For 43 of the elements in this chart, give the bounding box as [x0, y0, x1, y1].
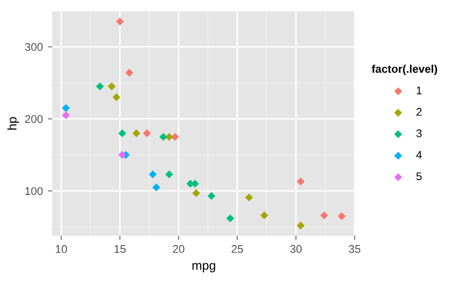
- point: [296, 222, 305, 230]
- x-tick-label: 35: [348, 245, 360, 253]
- legend-label: 5: [416, 172, 422, 180]
- y-tick-label: 100: [25, 187, 43, 196]
- point: [118, 129, 126, 138]
- point: [152, 183, 160, 192]
- point: [245, 193, 253, 202]
- point: [62, 104, 70, 112]
- x-axis-title: mpg: [192, 262, 216, 272]
- point: [320, 212, 328, 220]
- x-tick-label: 30: [290, 245, 302, 253]
- y-axis-title: hp: [7, 117, 20, 130]
- legend-title: factor(.level): [372, 64, 438, 76]
- point: [165, 132, 174, 141]
- x-tick-label: 15: [114, 245, 126, 253]
- legend-label: 1: [416, 86, 422, 94]
- point: [112, 93, 120, 102]
- point: [118, 150, 126, 159]
- point: [260, 212, 268, 220]
- x-tick-label: 10: [56, 245, 67, 253]
- point: [226, 214, 234, 222]
- point: [96, 82, 104, 90]
- x-tick-label: 25: [232, 245, 243, 253]
- point: [62, 111, 70, 120]
- point: [142, 129, 151, 138]
- point: [132, 129, 140, 138]
- legend-label: 2: [416, 108, 422, 116]
- point: [192, 189, 200, 198]
- point: [165, 170, 174, 178]
- legend-label: 3: [416, 129, 422, 138]
- point: [208, 192, 216, 200]
- point: [296, 178, 305, 186]
- point: [125, 68, 134, 77]
- point: [159, 132, 168, 141]
- point: [108, 82, 116, 90]
- point: [116, 18, 124, 26]
- point: [148, 170, 157, 178]
- point: [338, 212, 346, 220]
- x-tick-label: 20: [172, 245, 184, 253]
- legend-label: 4: [416, 150, 422, 159]
- y-tick-label: 200: [25, 115, 43, 123]
- point: [171, 132, 179, 141]
- y-tick-label: 300: [25, 43, 43, 51]
